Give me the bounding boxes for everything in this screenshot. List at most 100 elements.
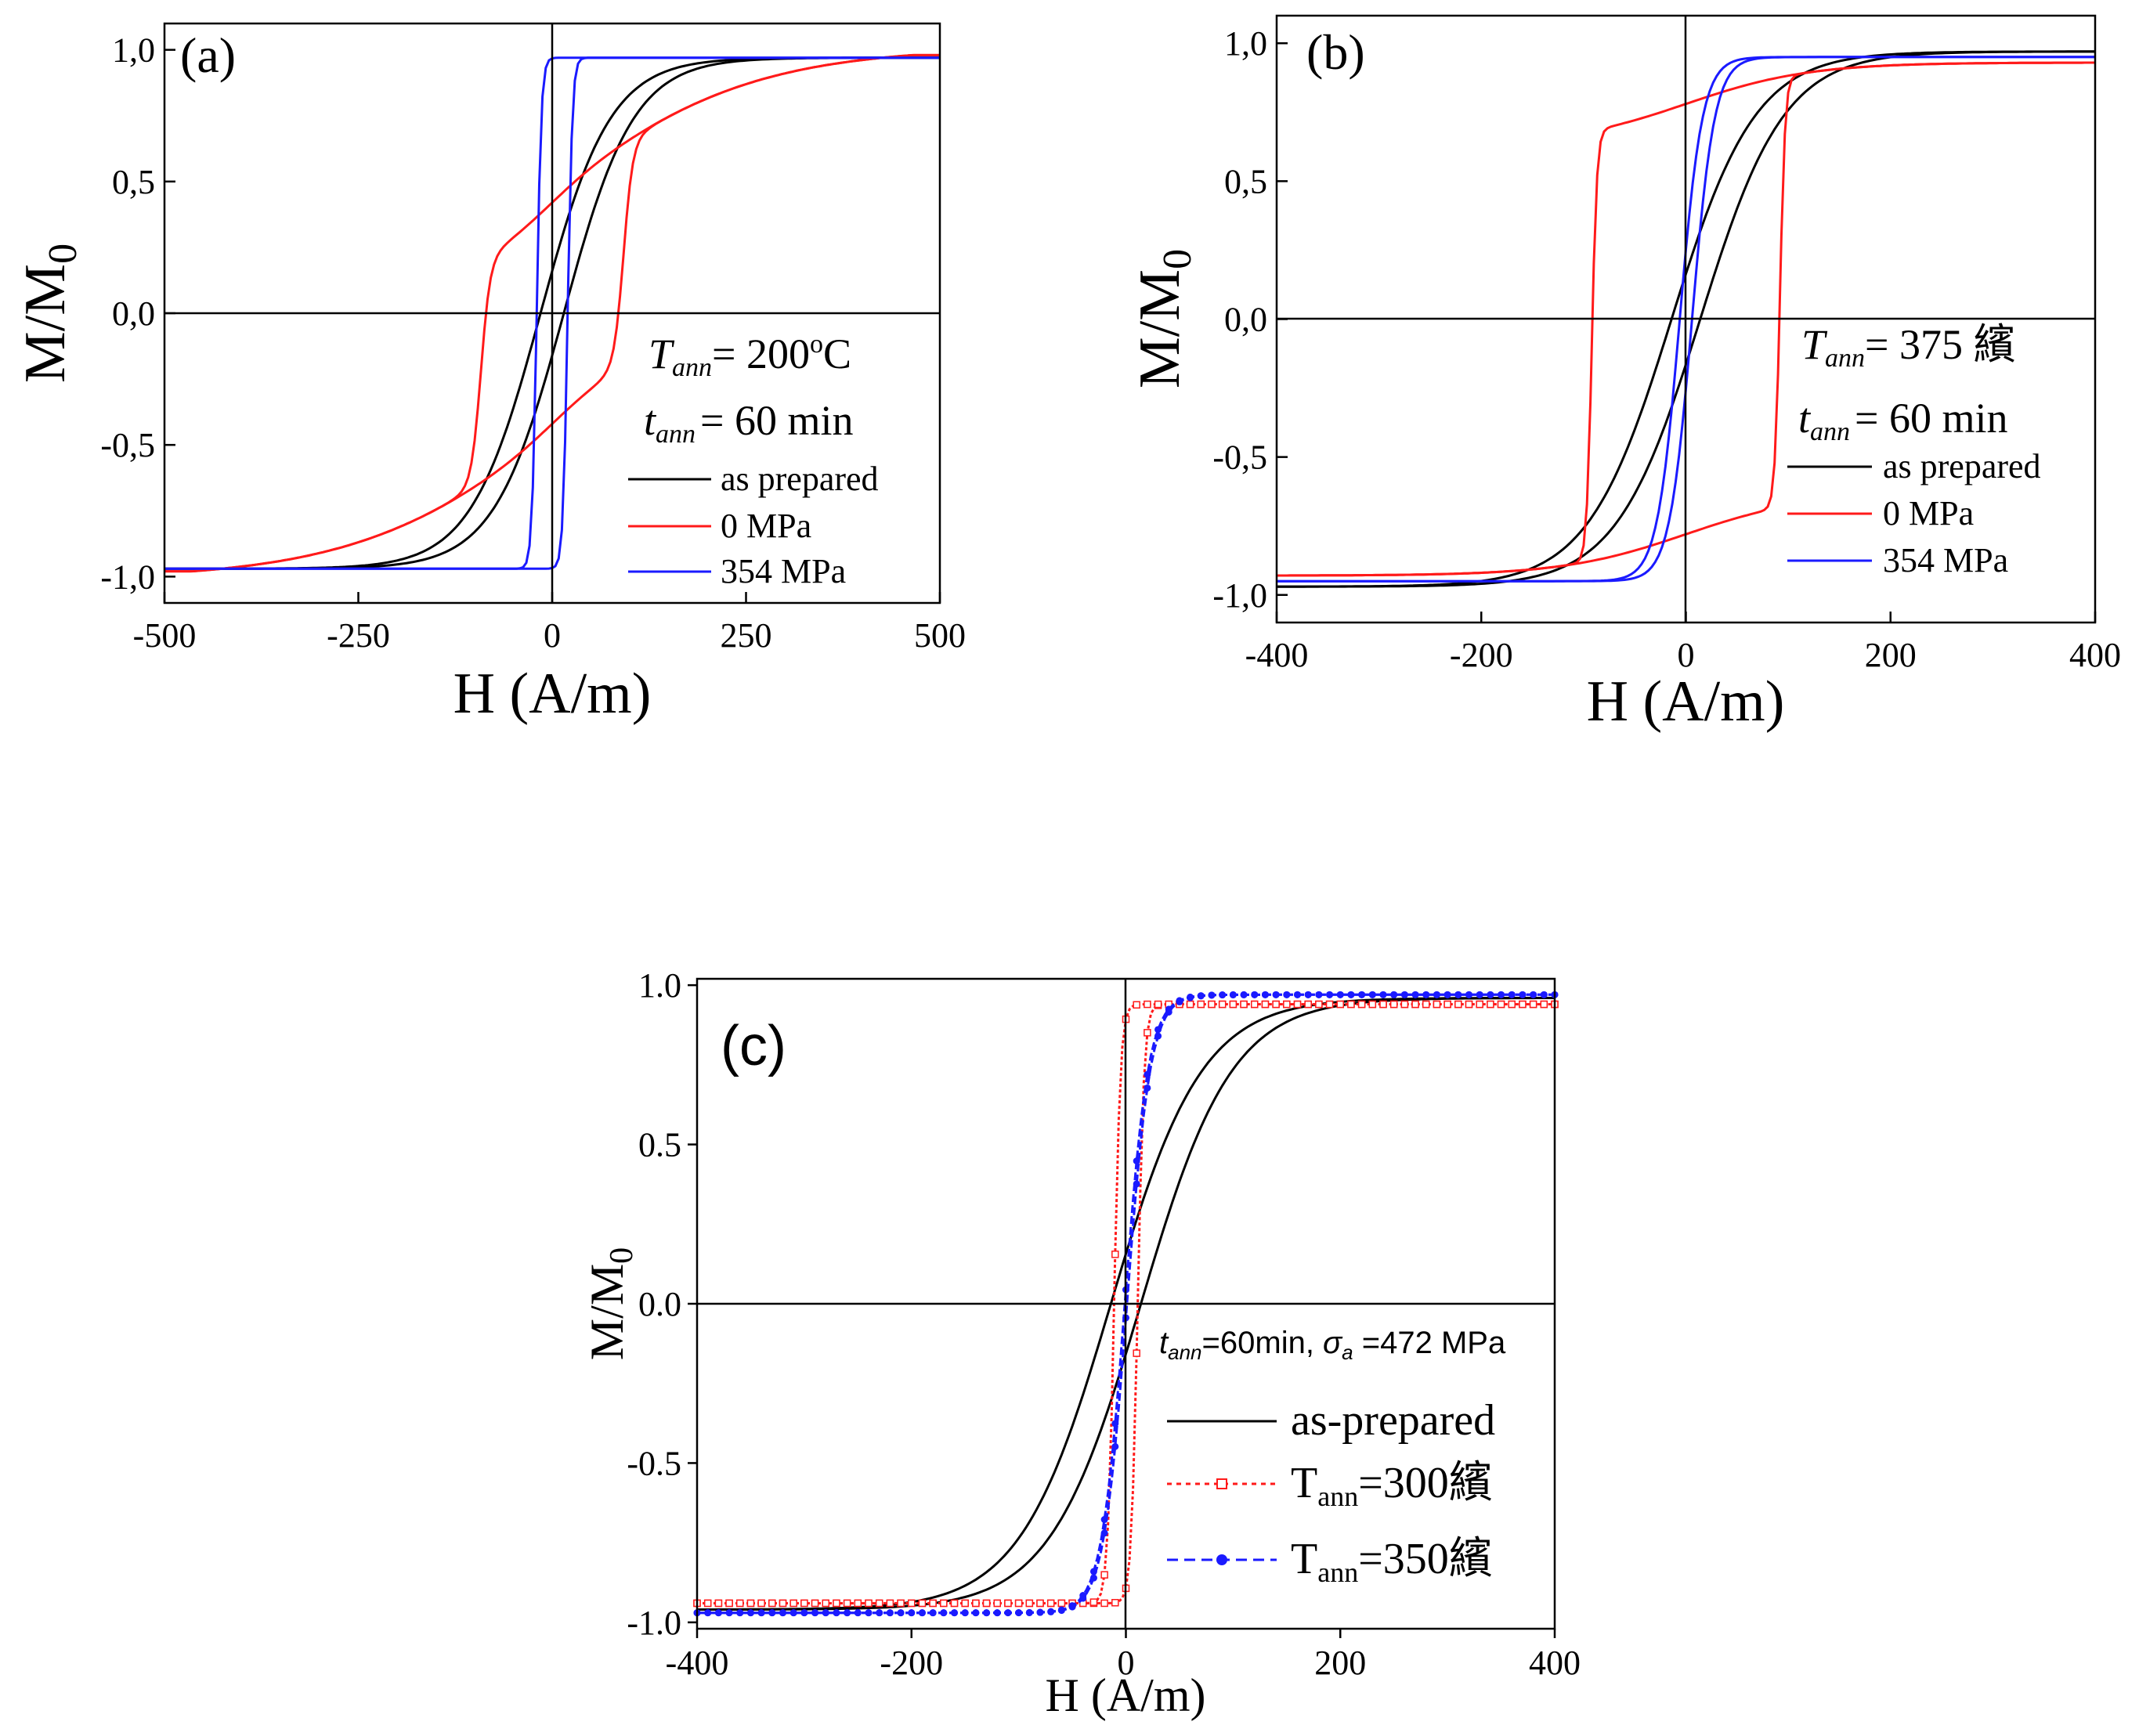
series-marker-tann=350繽 <box>1272 991 1280 998</box>
series-marker-tann=300繽 <box>1389 1000 1398 1009</box>
panel-b-label: (b) <box>1306 24 1365 80</box>
series-marker-tann=300繽 <box>1261 1000 1270 1009</box>
series-marker-tann=300繽 <box>865 1599 873 1608</box>
series-marker-tann=350繽 <box>854 1609 862 1617</box>
series-marker-tann=350繽 <box>1336 991 1344 998</box>
series-marker-tann=300繽 <box>972 1599 980 1608</box>
series-marker-tann=350繽 <box>1400 991 1408 998</box>
panel-b-annotation-T: Tann= 375 繽 <box>1801 321 2016 373</box>
series-marker-tann=350繽 <box>1144 1070 1151 1078</box>
series-marker-tann=350繽 <box>993 1609 1001 1617</box>
series-marker-tann=350繽 <box>1326 991 1334 998</box>
series-marker-tann=300繽 <box>1368 1000 1377 1009</box>
series-marker-tann=350繽 <box>1089 1568 1097 1575</box>
series-marker-tann=300繽 <box>854 1599 862 1608</box>
series-marker-tann=350繽 <box>779 1609 786 1617</box>
series-marker-tann=350繽 <box>768 1609 776 1617</box>
y-tick-label: -1.0 <box>627 1604 681 1642</box>
panel-c-legend-label-300: Tann=300繽 <box>1291 1459 1493 1512</box>
series-marker-tann=300繽 <box>800 1599 808 1608</box>
series-marker-tann=350繽 <box>1487 991 1494 998</box>
series-marker-tann=350繽 <box>1187 993 1194 1001</box>
series-marker-tann=350繽 <box>844 1609 851 1617</box>
x-tick-label: -250 <box>327 616 390 655</box>
series-marker-tann=350繽 <box>1057 1606 1065 1614</box>
series-marker-tann=300繽 <box>1154 1000 1162 1009</box>
series-marker-tann=300繽 <box>908 1599 916 1608</box>
x-tick-label: 400 <box>1529 1644 1581 1682</box>
panel-a-label: (a) <box>180 27 236 83</box>
series-marker-tann=350繽 <box>1358 991 1366 998</box>
series-marker-tann=350繽 <box>1379 991 1387 998</box>
series-marker-tann=300繽 <box>1197 1000 1205 1009</box>
series-marker-tann=300繽 <box>1336 1000 1344 1009</box>
series-marker-tann=300繽 <box>1014 1599 1023 1608</box>
series-marker-tann=350繽 <box>746 1609 754 1617</box>
series-marker-tann=300繽 <box>950 1599 959 1608</box>
series-marker-tann=300繽 <box>1357 1000 1366 1009</box>
series-marker-tann=300繽 <box>982 1599 991 1608</box>
series-marker-tann=350繽 <box>1433 991 1440 998</box>
series-marker-tann=300繽 <box>1218 1000 1227 1009</box>
series-marker-tann=300繽 <box>1529 1000 1537 1009</box>
series-marker-tann=300繽 <box>1465 1000 1473 1009</box>
series-marker-tann=300繽 <box>1293 1000 1302 1009</box>
series-marker-tann=300繽 <box>1497 1000 1505 1009</box>
series-marker-tann=300繽 <box>1487 1000 1494 1009</box>
series-marker-tann=350繽 <box>940 1609 948 1617</box>
series-marker-tann=300繽 <box>736 1599 744 1608</box>
series-marker-tann=300繽 <box>746 1599 755 1608</box>
panel-a-annotation-t: tann = 60 min <box>644 397 853 449</box>
series-marker-tann=350繽 <box>983 1609 991 1617</box>
series-marker-tann=300繽 <box>929 1599 937 1608</box>
series-marker-tann=350繽 <box>897 1609 905 1617</box>
series-marker-tann=350繽 <box>1519 991 1527 998</box>
series-marker-tann=350繽 <box>1294 991 1301 998</box>
series-marker-tann=300繽 <box>875 1599 883 1608</box>
panel-b-legend-label-as-prepared: as prepared <box>1883 447 2041 485</box>
series-marker-tann=300繽 <box>918 1599 927 1608</box>
series-marker-tann=300繽 <box>1283 1000 1291 1009</box>
series-marker-tann=300繽 <box>1400 1000 1409 1009</box>
series-marker-tann=350繽 <box>1015 1609 1023 1617</box>
series-marker-tann=350繽 <box>704 1609 712 1617</box>
series-marker-tann=300繽 <box>725 1599 733 1608</box>
series-marker-tann=350繽 <box>811 1609 819 1617</box>
series-marker-tann=350繽 <box>1540 991 1548 998</box>
y-tick-label: 0,0 <box>112 294 155 333</box>
series-marker-tann=300繽 <box>1133 1001 1140 1009</box>
panel-c-legend-label-as-prepared: as-prepared <box>1291 1396 1495 1445</box>
series-marker-tann=350繽 <box>886 1609 894 1617</box>
x-tick-label: -500 <box>133 616 197 655</box>
panel-c-x-axis-label: H (A/m) <box>1046 1669 1206 1721</box>
series-marker-tann=300繽 <box>1272 1000 1280 1009</box>
series-marker-tann=300繽 <box>1046 1599 1055 1608</box>
series-marker-tann=300繽 <box>822 1599 829 1608</box>
series-marker-tann=350繽 <box>1347 991 1355 998</box>
series-marker-tann=300繽 <box>897 1599 905 1608</box>
y-tick-label: 1.0 <box>638 966 681 1005</box>
series-marker-tann=350繽 <box>1498 991 1505 998</box>
x-tick-label: -400 <box>666 1644 729 1682</box>
series-marker-tann=300繽 <box>843 1599 851 1608</box>
x-tick-label: 0 <box>544 616 561 655</box>
series-marker-tann=300繽 <box>1433 1000 1441 1009</box>
series-marker-tann=300繽 <box>1089 1598 1098 1606</box>
series-marker-tann=350繽 <box>929 1609 937 1617</box>
series-marker-tann=350繽 <box>736 1609 744 1617</box>
panel-c-y-axis-label: M/M0 <box>581 1247 640 1360</box>
series-marker-tann=300繽 <box>1036 1599 1044 1608</box>
series-marker-tann=300繽 <box>1057 1599 1066 1608</box>
panel-c-legend-marker-350 <box>1216 1554 1227 1565</box>
series-marker-tann=350繽 <box>1304 991 1312 998</box>
series-marker-tann=300繽 <box>940 1599 948 1608</box>
panel-c-ticks: -400 -200 0 200 400 -1.0 -0.5 0.0 0.5 1.0 <box>627 966 1581 1682</box>
panel-b-ticks: -400 -200 0 200 400 -1,0 -0,5 0,0 0,5 1,0 <box>1212 24 2121 674</box>
series-marker-tann=350繽 <box>1036 1608 1044 1616</box>
x-tick-label: 0 <box>1118 1644 1135 1682</box>
panel-c-annotation: tann=60min, σa =472 MPa <box>1159 1326 1506 1364</box>
panel-a-annotation-T: Tann= 200oC <box>649 330 851 383</box>
y-tick-label: -1,0 <box>1212 576 1267 615</box>
x-tick-label: -400 <box>1245 636 1309 674</box>
